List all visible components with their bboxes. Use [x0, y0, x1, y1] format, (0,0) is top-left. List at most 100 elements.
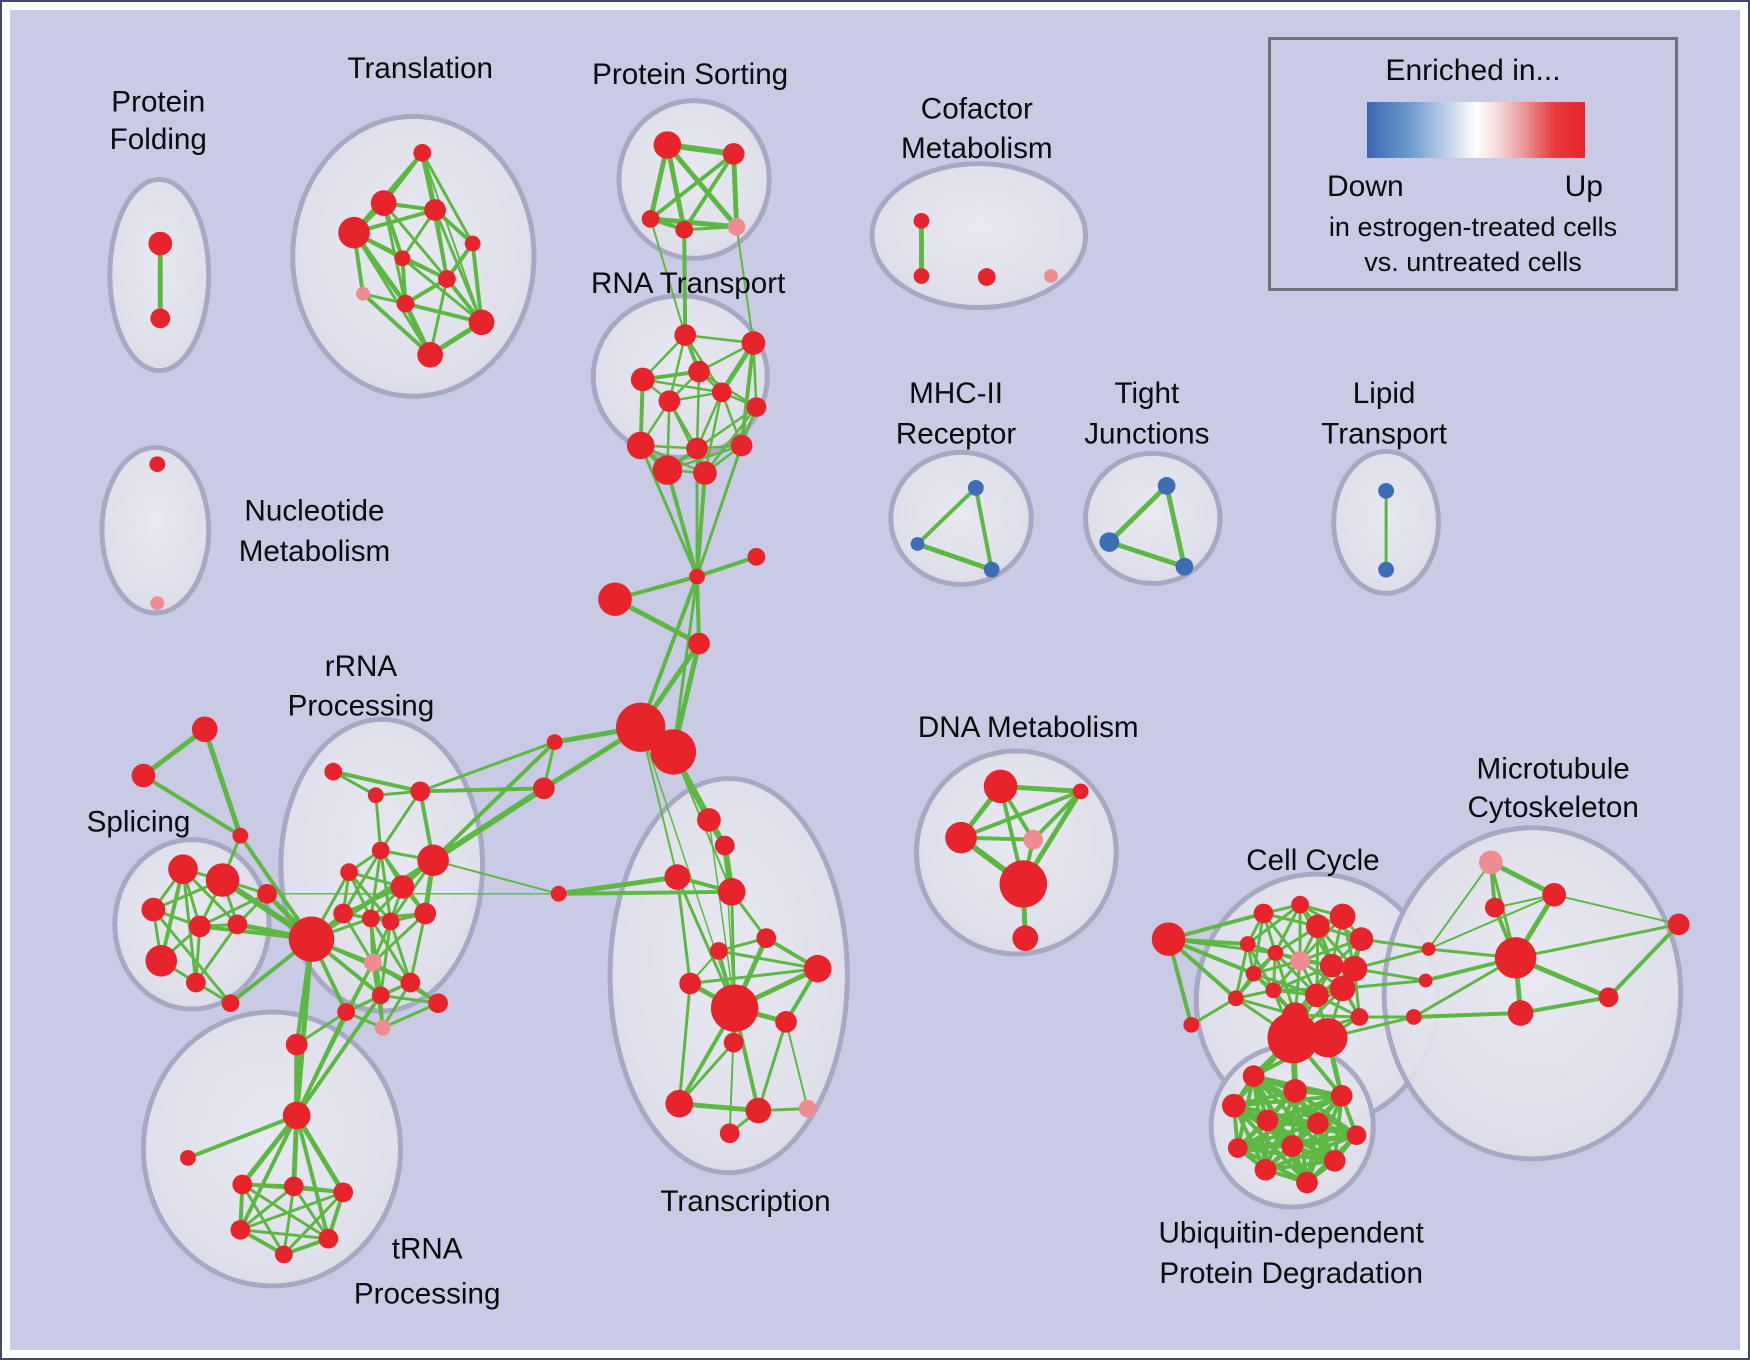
edge	[185, 1113, 299, 1160]
node-red	[747, 547, 766, 566]
cluster-rna-transport-label: RNA Transport	[591, 267, 785, 300]
cluster-dna-metabolism-label: DNA Metabolism	[918, 711, 1139, 744]
edge	[556, 889, 734, 896]
edge	[400, 256, 484, 324]
edge	[1234, 942, 1250, 1000]
edge	[703, 405, 758, 475]
edge	[695, 370, 701, 450]
edge	[379, 919, 393, 997]
node-red	[1306, 914, 1330, 939]
edge	[369, 916, 412, 984]
figure-canvas: Protein Folding Translation Protein Sorting…	[10, 10, 1740, 1350]
cluster-nucleotide-metabolism-label: Nucleotide	[244, 494, 384, 527]
node-red	[324, 762, 343, 781]
node-red	[546, 734, 563, 750]
cluster-protein-folding-label: Protein	[111, 86, 205, 119]
node-red	[1484, 897, 1505, 918]
node-red	[983, 769, 1018, 804]
edge	[695, 554, 759, 579]
edge	[418, 740, 557, 793]
node-red	[630, 367, 655, 392]
edge	[675, 875, 737, 1010]
cluster-mhc-ii-receptor-label: MHC-II	[909, 377, 1003, 410]
edge	[389, 919, 412, 984]
edge	[682, 227, 688, 338]
node-red	[370, 190, 397, 216]
node-blue	[1157, 477, 1176, 495]
node-red	[686, 437, 708, 460]
edge	[238, 1228, 330, 1241]
node-red	[1012, 925, 1039, 951]
node-red	[414, 902, 437, 925]
node-red	[188, 915, 211, 938]
edge	[1106, 483, 1170, 545]
node-red	[746, 397, 767, 417]
cluster-microtubule-cytoskeleton-label: Microtubule	[1477, 753, 1630, 786]
node-red	[1542, 882, 1567, 907]
edge	[731, 151, 740, 230]
node-red	[232, 1174, 253, 1195]
nodes-layer	[131, 131, 1690, 1264]
cluster-rrna-processing-label: rRNA	[325, 650, 398, 683]
node-red	[1307, 1017, 1348, 1058]
node-red	[1256, 1109, 1279, 1132]
cluster-tight-junctions-label: Tight	[1114, 377, 1179, 410]
edge	[1235, 1121, 1320, 1150]
node-red	[371, 986, 390, 1005]
node-red	[1221, 1093, 1246, 1118]
node-red	[337, 1003, 356, 1021]
node-red	[1329, 975, 1356, 1002]
node-red	[1253, 903, 1274, 924]
edge	[1031, 789, 1083, 842]
node-red	[1267, 945, 1284, 961]
node-red	[688, 360, 710, 383]
edge	[682, 151, 736, 232]
node-pink	[1044, 269, 1058, 283]
node-pink	[727, 217, 746, 236]
edge	[1606, 922, 1681, 1000]
edge	[664, 142, 740, 230]
edge	[421, 151, 483, 324]
edge	[1518, 995, 1611, 1016]
node-red	[999, 860, 1048, 908]
cluster-ubiquitin-degradation-label: Ubiquitin-dependent	[1159, 1217, 1424, 1250]
node-red	[1242, 1065, 1265, 1087]
edge	[648, 216, 740, 230]
cluster-nucleotide-metabolism-boundary	[99, 445, 212, 616]
cluster-lipid-transport-label: Lipid	[1353, 377, 1416, 410]
node-red	[333, 903, 354, 924]
node-red	[730, 434, 753, 457]
edge	[194, 922, 239, 984]
legend-up-label: Up	[1564, 170, 1603, 203]
edge	[408, 912, 427, 984]
edge	[1553, 893, 1680, 926]
node-red	[665, 1089, 694, 1118]
node-red	[150, 308, 171, 329]
node-blue	[1099, 532, 1120, 552]
node-red	[714, 835, 735, 856]
node-red	[664, 864, 691, 890]
node-red	[1227, 1138, 1248, 1158]
node-red	[653, 131, 682, 159]
edge	[1427, 861, 1492, 950]
node-red	[945, 821, 977, 854]
node-blue	[910, 537, 925, 551]
edge	[282, 1190, 345, 1256]
legend-box: Enriched in... Down Up in estrogen-treat…	[1268, 37, 1678, 291]
node-red	[688, 632, 710, 655]
edge	[695, 444, 744, 579]
node-red	[722, 143, 745, 165]
node-red	[1346, 1125, 1367, 1146]
node-red	[438, 270, 456, 288]
edge	[379, 789, 422, 852]
node-blue	[1175, 557, 1194, 576]
node-red	[221, 994, 240, 1013]
node-red	[1418, 973, 1433, 988]
edge	[431, 740, 557, 863]
edge	[1246, 903, 1302, 946]
node-red	[1151, 922, 1186, 956]
edge	[352, 231, 432, 357]
edge	[238, 1184, 296, 1232]
node-red	[674, 324, 697, 346]
node-red	[1239, 936, 1256, 952]
